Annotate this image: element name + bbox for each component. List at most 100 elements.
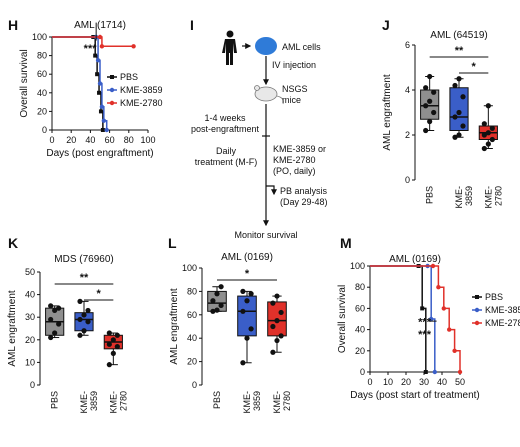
panel-j-box	[449, 87, 469, 131]
panel-l-category-label: 2780	[282, 391, 292, 411]
panel-j-data-point	[423, 103, 429, 109]
chart-panel-k: 0 10 20 30 40 50 AML engraftment MDS (76960) PBS…	[7, 254, 128, 414]
panel-m-point	[423, 370, 428, 374]
panel-j-category-label: 3859	[464, 186, 474, 206]
panel-k-y-tick-label: 10	[25, 357, 35, 367]
panel-j-y-tick-label: 4	[405, 85, 410, 95]
panel-h-x-tick-label: 60	[105, 135, 115, 145]
panel-l-title: AML (0169)	[221, 252, 273, 263]
panel-l-category-label: PBS	[212, 391, 222, 409]
panel-k-data-point	[77, 332, 83, 338]
panel-label-i: I	[190, 17, 194, 33]
panel-j-data-point	[489, 136, 495, 143]
panel-j-data-point	[489, 125, 495, 131]
panel-j-data-point	[481, 121, 487, 127]
panel-m-x-tick-label: 0	[367, 377, 372, 387]
panel-j-data-point	[481, 145, 487, 152]
panel-j-data-point	[456, 76, 462, 82]
panel-l-data-point	[278, 333, 284, 339]
panel-j-data-point	[431, 109, 437, 116]
diagram-drug-label-1: KME-3859 or	[273, 144, 326, 154]
panel-m-x-tick-label: 50	[455, 377, 465, 387]
panel-h-x-tick-label: 80	[124, 135, 134, 145]
panel-j-category-label: KME-	[454, 186, 464, 209]
diagram-post-label-2: post-engraftment	[191, 124, 260, 134]
diagram-mice-label-1: NSGS	[282, 84, 308, 94]
panel-k-category-label: 2780	[118, 391, 128, 411]
panel-k-y-tick-label: 50	[25, 267, 35, 277]
panel-h-legend-label: KME-2780	[120, 98, 163, 108]
panel-k-data-point	[114, 332, 120, 338]
panel-h-x-axis-label: Days (post engraftment)	[46, 148, 153, 159]
panel-l-data-point	[270, 323, 276, 330]
panel-h-point	[99, 104, 105, 109]
panel-k-data-point	[81, 312, 87, 318]
panel-m-x-tick-label: 40	[437, 377, 447, 387]
panel-k-data-point	[110, 337, 116, 343]
panel-k-data-point	[106, 341, 112, 347]
panel-h-point	[95, 72, 100, 77]
panel-i-diagram: AML cells IV injection NSGS mice 1-4 wee…	[191, 30, 328, 240]
panel-k-data-point	[106, 362, 112, 368]
panel-j-category-label: KME-	[483, 186, 493, 209]
panel-m-legend-marker	[474, 320, 480, 326]
panel-h-sig-label: ***	[84, 43, 98, 55]
panel-h-point	[100, 128, 105, 132]
panel-l-data-point	[278, 309, 284, 316]
panel-m-point	[436, 285, 441, 290]
panel-k-y-axis-label: AML engraftment	[7, 290, 18, 367]
panel-k-data-point	[56, 305, 62, 311]
panel-k-title: MDS (76960)	[54, 254, 113, 265]
panel-k-data-point	[85, 319, 91, 325]
panel-j-data-point	[427, 118, 433, 125]
panel-l-data-point	[218, 302, 224, 309]
panel-m-point	[441, 306, 446, 311]
panel-m-point	[432, 369, 437, 375]
panel-l-data-point	[244, 335, 250, 341]
panel-j-box	[420, 89, 440, 120]
chart-panel-l: 0 20 40 60 80 100 AML engraftment AML (0169) PBS…	[169, 252, 292, 414]
panel-l-data-point	[270, 349, 276, 355]
panel-j-title: AML (64519)	[430, 30, 487, 41]
panel-m-y-tick-label: 40	[355, 325, 365, 335]
panel-k-y-tick-label: 30	[25, 312, 35, 322]
panel-l-data-point	[274, 293, 280, 299]
panel-l-data-point	[240, 308, 246, 314]
panel-h-legend-label: KME-3859	[120, 85, 163, 95]
panel-j-data-point	[423, 85, 429, 91]
panel-m-sig-label: ***	[418, 316, 432, 328]
panel-label-h: H	[8, 17, 18, 33]
panel-k-data-point	[81, 328, 87, 334]
panel-m-point	[452, 348, 457, 353]
panel-k-data-point	[52, 307, 58, 314]
panel-k-y-tick-label: 20	[25, 335, 35, 345]
panel-m-x-tick-label: 30	[419, 377, 429, 387]
panel-j-data-point	[485, 130, 491, 136]
panel-h-x-tick-label: 40	[85, 135, 95, 145]
panel-m-x-tick-label: 10	[383, 377, 393, 387]
panel-h-y-tick-label: 0	[42, 125, 47, 135]
panel-j-data-point	[452, 134, 458, 140]
panel-l-data-point	[244, 298, 250, 304]
panel-l-data-point	[240, 288, 246, 294]
panel-k-y-tick-label: 40	[25, 290, 35, 300]
diagram-treat-label-2: treatment (M-F)	[195, 157, 258, 167]
panel-h-y-axis-label: Overall survival	[19, 49, 30, 117]
panel-l-data-point	[274, 318, 280, 324]
panel-l-category-label: 3859	[252, 391, 262, 411]
panel-m-x-axis-label: Days (post start of treatment)	[350, 390, 480, 401]
panel-j-data-point	[456, 109, 462, 116]
panel-m-point	[429, 316, 434, 322]
diagram-drug-label-2: KME-2780	[273, 155, 316, 165]
panel-m-legend-marker	[474, 307, 480, 313]
panel-j-data-point	[427, 73, 433, 80]
panel-j-y-tick-label: 2	[405, 130, 410, 140]
panel-h-legend-marker	[110, 75, 114, 79]
panel-h-point	[97, 81, 103, 86]
panel-m-y-tick-label: 60	[355, 303, 365, 313]
panel-j-sig-label: *	[472, 61, 477, 73]
panel-l-category-label: KME-	[272, 391, 282, 414]
